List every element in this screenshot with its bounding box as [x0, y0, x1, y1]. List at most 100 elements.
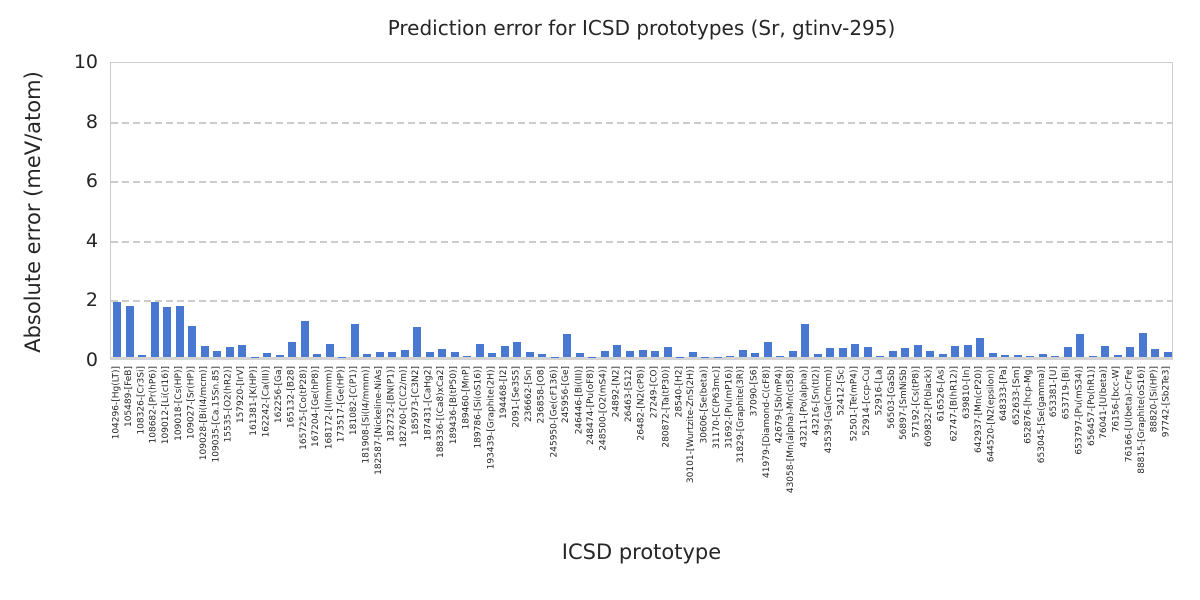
gridline-y-6	[111, 181, 1172, 184]
bar	[438, 348, 447, 357]
bar	[325, 343, 334, 357]
x-tick-label: 246446-[Bi(III)]	[573, 366, 584, 435]
bar	[188, 325, 197, 357]
bar	[1151, 348, 1160, 357]
bar	[663, 347, 672, 357]
x-axis-label: ICSD prototype	[561, 540, 722, 564]
bar	[726, 356, 735, 357]
bar	[625, 351, 634, 357]
bar	[951, 346, 960, 357]
x-tick-label: 652633-[Sm]	[1011, 366, 1022, 426]
gridline-y-8	[111, 121, 1172, 124]
bar	[450, 351, 459, 357]
x-tick-label: 280872-[Ta(tP30)]	[661, 366, 672, 448]
x-tick-label: 76156-[bcc-W]	[1111, 366, 1122, 433]
x-tick-label: 42679-[Sb(mP4)]	[774, 366, 785, 444]
x-tick-label: 57192-[Cs(tP8)]	[911, 366, 922, 438]
x-tick-label: 62747-[B(hR12)]	[949, 366, 960, 442]
bar	[813, 353, 822, 357]
x-tick-label: 181082-[C(P1)]	[348, 366, 359, 436]
x-tick-label: 236662-[Sn]	[523, 366, 534, 423]
bar	[988, 353, 997, 357]
x-tick-label: 26463-[S12]	[624, 366, 634, 423]
bar	[801, 323, 810, 357]
x-tick-label: 182587-[Nickeline-NiAs]	[373, 366, 384, 475]
bar	[1101, 345, 1110, 357]
bar	[500, 346, 509, 357]
bar	[563, 333, 572, 357]
x-tick-label: 165725-[Co(tP28)]	[298, 366, 309, 450]
bar	[926, 351, 935, 357]
x-tick-label: 609832-[P(black)]	[924, 366, 935, 447]
y-tick-label: 8	[85, 110, 98, 133]
bar	[138, 355, 147, 357]
bar	[938, 353, 947, 357]
x-tick-label: 27249-[CO]	[649, 366, 660, 419]
x-tick-label: 644520-[N2(epsilon)]	[986, 366, 997, 463]
x-tick-label: 41979-[Diamond-C(cF8)]	[761, 366, 772, 478]
x-tick-label: 76166-[U(beta)-CrFe]	[1124, 366, 1135, 463]
x-tick-label: 52914-[ccp-Cu]	[861, 366, 872, 436]
x-tick-label: 52412-[Sc]	[836, 366, 847, 416]
bar	[200, 346, 209, 357]
x-tick-label: 194468-[I2]	[498, 366, 509, 420]
x-tick-label: 161381-[K(HP)]	[248, 366, 259, 436]
bar	[1051, 356, 1060, 357]
y-axis-label: Absolute error (meV/atom)	[21, 71, 45, 353]
x-tick-label: 248500-[O2(mS4)]	[598, 366, 609, 451]
x-tick-label: 182760-[C(C2/m)]	[398, 366, 409, 448]
x-tick-label: 88820-[Si(HP)]	[1149, 366, 1160, 433]
x-tick-label: 157920-[IrV]	[236, 366, 247, 424]
bar	[838, 348, 847, 357]
bar	[1163, 351, 1172, 357]
x-tick-label: 165132-[B28]	[286, 366, 297, 429]
x-tick-label: 109035-[Ca.15Sn.85]	[211, 366, 222, 463]
plot-area	[110, 62, 1173, 360]
bar	[113, 301, 122, 357]
x-tick-label: 639810-[In]	[961, 366, 972, 419]
x-tick-label: 31170-[C(P63mc)]	[711, 366, 722, 449]
y-tick-label: 2	[85, 289, 98, 312]
y-tick-label: 0	[85, 349, 98, 371]
bar	[1013, 354, 1022, 357]
bar	[150, 302, 159, 357]
bar	[213, 351, 222, 357]
bar	[776, 356, 785, 357]
x-tick-label: 167204-[Ge(hP8)]	[311, 366, 322, 448]
bar	[1038, 353, 1047, 357]
x-tick-label: 173517-[Ge(HP)]	[336, 366, 347, 443]
x-tick-label: 37090-[S6]	[749, 366, 760, 417]
bar	[513, 342, 522, 357]
bar	[1088, 356, 1097, 357]
x-tick-label: 189460-[MnP]	[461, 366, 472, 430]
x-tick-label: 2091-[Se3S5]	[511, 366, 522, 428]
bar	[175, 305, 184, 357]
x-tick-label: 181908-[Si(I4/mmm)]	[361, 366, 372, 464]
x-tick-label: 187431-[CaHg2]	[423, 366, 434, 441]
x-tick-label: 189786-[Si(oS16)]	[473, 366, 484, 449]
bar	[238, 345, 247, 357]
bar	[225, 347, 234, 357]
x-tick-label: 30101-[Wurtzite-ZnS(2H)]	[686, 366, 697, 484]
y-tick-label: 4	[85, 229, 98, 252]
bar	[963, 345, 972, 357]
x-tick-label: 109027-[Sr(HP)]	[186, 366, 197, 440]
bar	[313, 353, 322, 357]
x-tick-label: 245950-[Ge(cF136)]	[548, 366, 559, 458]
x-tick-label: 105489-[FeB]	[123, 366, 134, 428]
bar	[913, 344, 922, 357]
x-tick-label: 653719-[Bi]	[1061, 366, 1072, 420]
x-tick-label: 109028-[Bi(I4/mcm)]	[198, 366, 209, 461]
x-tick-label: 15535-[O2(hR2)]	[223, 366, 234, 443]
x-tick-label: 248474-[Pu(oF8)]	[586, 366, 597, 446]
bar	[350, 324, 359, 357]
bar	[876, 356, 885, 357]
x-tick-label: 108682-[Pr(hP6)]	[148, 366, 159, 444]
bar	[575, 353, 584, 357]
bar	[375, 352, 384, 357]
x-tick-label: 88815-[Graphite(oS16)]	[1136, 366, 1147, 474]
x-tick-label: 56897-[SmNiSb]	[899, 366, 910, 441]
x-tick-label: 616526-[As]	[936, 366, 947, 422]
x-tick-label: 26482-[N2(cP8)]	[636, 366, 647, 441]
x-tick-label: 648333-[Pa]	[999, 366, 1010, 422]
